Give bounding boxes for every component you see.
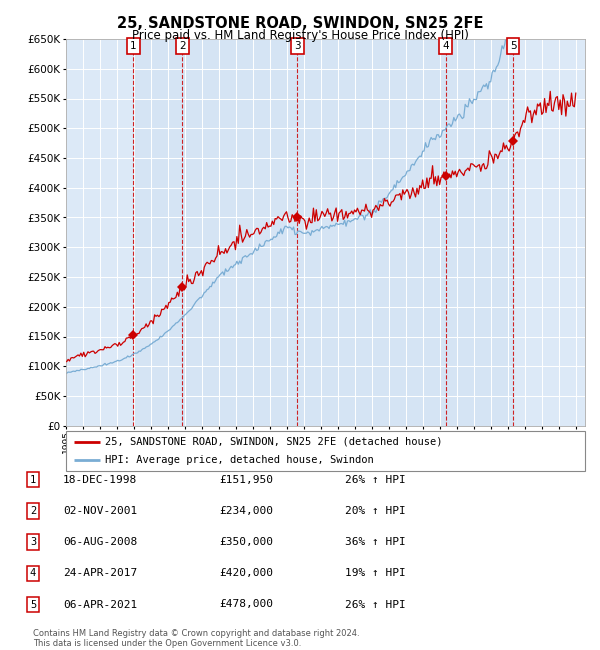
Text: 18-DEC-1998: 18-DEC-1998 [63, 474, 137, 485]
Text: Price paid vs. HM Land Registry's House Price Index (HPI): Price paid vs. HM Land Registry's House … [131, 29, 469, 42]
Bar [182, 39, 298, 426]
Text: 4: 4 [442, 41, 449, 51]
Text: 06-APR-2021: 06-APR-2021 [63, 599, 137, 610]
Text: 2: 2 [179, 41, 186, 51]
Text: £350,000: £350,000 [219, 537, 273, 547]
Text: 06-AUG-2008: 06-AUG-2008 [63, 537, 137, 547]
Text: 25, SANDSTONE ROAD, SWINDON, SN25 2FE (detached house): 25, SANDSTONE ROAD, SWINDON, SN25 2FE (d… [105, 437, 442, 447]
Text: 2: 2 [30, 506, 36, 516]
Text: This data is licensed under the Open Government Licence v3.0.: This data is licensed under the Open Gov… [33, 639, 301, 648]
Text: £420,000: £420,000 [219, 568, 273, 578]
Text: 26% ↑ HPI: 26% ↑ HPI [345, 599, 406, 610]
Text: 5: 5 [510, 41, 517, 51]
Bar [298, 39, 446, 426]
Text: 26% ↑ HPI: 26% ↑ HPI [345, 474, 406, 485]
Text: 25, SANDSTONE ROAD, SWINDON, SN25 2FE: 25, SANDSTONE ROAD, SWINDON, SN25 2FE [117, 16, 483, 31]
Text: £151,950: £151,950 [219, 474, 273, 485]
Text: 24-APR-2017: 24-APR-2017 [63, 568, 137, 578]
Text: 3: 3 [294, 41, 301, 51]
Text: 36% ↑ HPI: 36% ↑ HPI [345, 537, 406, 547]
Text: 4: 4 [30, 568, 36, 578]
Text: 5: 5 [30, 599, 36, 610]
Text: 1: 1 [130, 41, 137, 51]
Text: 19% ↑ HPI: 19% ↑ HPI [345, 568, 406, 578]
Bar [446, 39, 513, 426]
Text: 3: 3 [30, 537, 36, 547]
Bar [133, 39, 182, 426]
Text: £478,000: £478,000 [219, 599, 273, 610]
Text: Contains HM Land Registry data © Crown copyright and database right 2024.: Contains HM Land Registry data © Crown c… [33, 629, 359, 638]
Text: 20% ↑ HPI: 20% ↑ HPI [345, 506, 406, 516]
Text: HPI: Average price, detached house, Swindon: HPI: Average price, detached house, Swin… [105, 456, 374, 465]
Text: 02-NOV-2001: 02-NOV-2001 [63, 506, 137, 516]
Text: £234,000: £234,000 [219, 506, 273, 516]
Text: 1: 1 [30, 474, 36, 485]
